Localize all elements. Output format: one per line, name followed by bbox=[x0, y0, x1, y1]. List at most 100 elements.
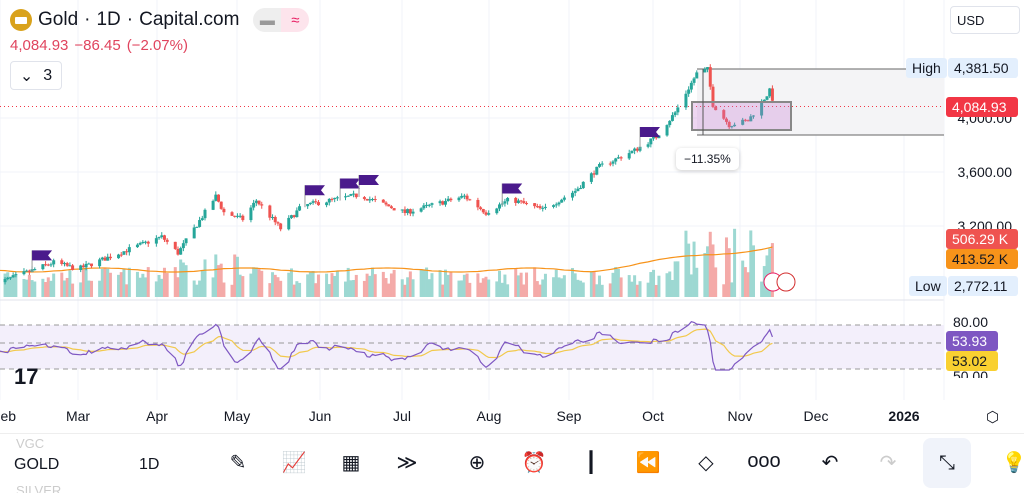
volume-bar bbox=[68, 270, 72, 297]
volume-bar bbox=[741, 260, 745, 297]
candle-body bbox=[633, 148, 637, 151]
alarm-icon[interactable]: ⏰ bbox=[521, 452, 547, 474]
candle-body bbox=[195, 226, 199, 228]
volume-bar bbox=[84, 268, 88, 297]
volume-bar bbox=[198, 280, 202, 297]
volume-bar bbox=[176, 277, 180, 297]
candle-body bbox=[516, 200, 520, 203]
candle-body bbox=[219, 201, 223, 209]
next-symbol[interactable]: SILVER bbox=[16, 483, 62, 493]
chevron-down-icon: ⌄ bbox=[19, 67, 34, 85]
candle-body bbox=[538, 206, 542, 209]
candle-body bbox=[630, 150, 634, 154]
volume-bar bbox=[14, 274, 18, 297]
volume-bar bbox=[768, 248, 772, 297]
candle-body bbox=[127, 247, 131, 253]
volume-bar bbox=[724, 237, 728, 297]
candle-body bbox=[711, 86, 715, 107]
volume-bar bbox=[90, 280, 94, 297]
candle-body bbox=[425, 204, 429, 206]
undo-icon[interactable]: ↶ bbox=[821, 452, 839, 474]
candle-body bbox=[652, 136, 656, 139]
volume-bar bbox=[287, 272, 291, 297]
volume-bar bbox=[468, 282, 472, 297]
volume-ma-line bbox=[0, 246, 773, 273]
layers-icon[interactable]: ◇ bbox=[698, 452, 714, 474]
candle-body bbox=[768, 88, 772, 97]
event-flag-icon bbox=[340, 178, 361, 189]
volume-bar bbox=[249, 273, 253, 297]
volume-bar bbox=[495, 281, 499, 297]
candle-body bbox=[308, 202, 312, 205]
candle-body bbox=[703, 69, 707, 73]
candle-body bbox=[619, 157, 623, 159]
volume-bar bbox=[22, 278, 26, 297]
candle-body bbox=[119, 254, 123, 256]
idea-icon[interactable]: 💡 bbox=[1001, 452, 1024, 474]
candle-body bbox=[460, 195, 464, 198]
replay-icon[interactable]: ⏪ bbox=[635, 452, 661, 474]
bottom-toolbar: VGC GOLD SILVER 1D ✎ 📈 ▦ ≫ ⊕ ⏰ ┃ ⏪ ◇ ooo… bbox=[0, 433, 1024, 493]
candle-body bbox=[203, 209, 207, 219]
candle-body bbox=[316, 202, 320, 206]
redo-icon[interactable]: ↷ bbox=[879, 452, 897, 474]
volume-bar bbox=[743, 267, 747, 297]
volume-bar bbox=[60, 272, 64, 297]
candle-body bbox=[295, 210, 299, 218]
pencil-icon[interactable]: ✎ bbox=[229, 452, 247, 474]
candle-body bbox=[573, 191, 577, 193]
candle-body bbox=[592, 173, 596, 175]
volume-bar bbox=[33, 281, 37, 297]
symbol-button[interactable]: GOLD bbox=[14, 456, 60, 473]
candle-body bbox=[98, 259, 102, 267]
candles-icon[interactable]: ┃ bbox=[584, 452, 598, 474]
price-chart[interactable] bbox=[0, 0, 1024, 433]
volume-bar bbox=[44, 282, 48, 297]
market-status-pill[interactable]: ▬ ≈ bbox=[253, 8, 310, 32]
prev-symbol[interactable]: VGC bbox=[16, 436, 45, 451]
volume-bar bbox=[306, 274, 310, 297]
volume-bar bbox=[135, 271, 139, 297]
candle-body bbox=[670, 115, 674, 121]
candle-body bbox=[184, 238, 188, 244]
volume-bar bbox=[654, 284, 658, 297]
volume-bar bbox=[122, 268, 126, 297]
currency-button[interactable]: USD bbox=[950, 6, 1020, 34]
volume-bar bbox=[746, 272, 750, 297]
candle-body bbox=[692, 78, 696, 83]
volume-bar bbox=[235, 256, 239, 297]
indicators-toggle-button[interactable]: ⌄ 3 bbox=[10, 61, 62, 90]
templates-icon[interactable]: ▦ bbox=[341, 452, 361, 474]
candle-body bbox=[722, 110, 726, 119]
time-label: Nov bbox=[727, 408, 753, 424]
candle-body bbox=[60, 260, 64, 264]
settings-icon[interactable]: ⬡ bbox=[986, 409, 1000, 426]
volume-bar bbox=[665, 273, 669, 297]
indicators-icon[interactable]: 📈 bbox=[281, 452, 307, 474]
add-icon[interactable]: ⊕ bbox=[468, 452, 486, 474]
volume-bar bbox=[722, 284, 726, 297]
candle-body bbox=[406, 209, 410, 214]
more-icon[interactable]: ooo bbox=[747, 450, 781, 472]
patterns-icon[interactable]: ≫ bbox=[396, 452, 418, 474]
volume-bar bbox=[514, 268, 518, 297]
volume-bar bbox=[8, 276, 12, 297]
candle-body bbox=[462, 195, 466, 197]
volume-bar bbox=[217, 265, 221, 297]
volume-bar bbox=[730, 282, 734, 297]
volume-bar bbox=[465, 273, 469, 297]
candle-body bbox=[384, 202, 388, 205]
candle-body bbox=[125, 251, 129, 253]
candle-body bbox=[84, 263, 88, 268]
candle-body bbox=[443, 201, 447, 205]
exit-fullscreen-icon[interactable]: ⤡ bbox=[923, 438, 971, 488]
candle-body bbox=[200, 218, 204, 221]
chart-title[interactable]: Gold · 1D · Capital.com ▬ ≈ bbox=[10, 8, 310, 32]
volume-bar bbox=[481, 278, 485, 297]
candle-body bbox=[62, 263, 66, 265]
volume-bar bbox=[446, 274, 450, 297]
volume-bar bbox=[706, 246, 710, 297]
interval-button[interactable]: 1D bbox=[139, 456, 160, 473]
candle-body bbox=[138, 242, 142, 245]
volume-bar bbox=[522, 284, 526, 297]
